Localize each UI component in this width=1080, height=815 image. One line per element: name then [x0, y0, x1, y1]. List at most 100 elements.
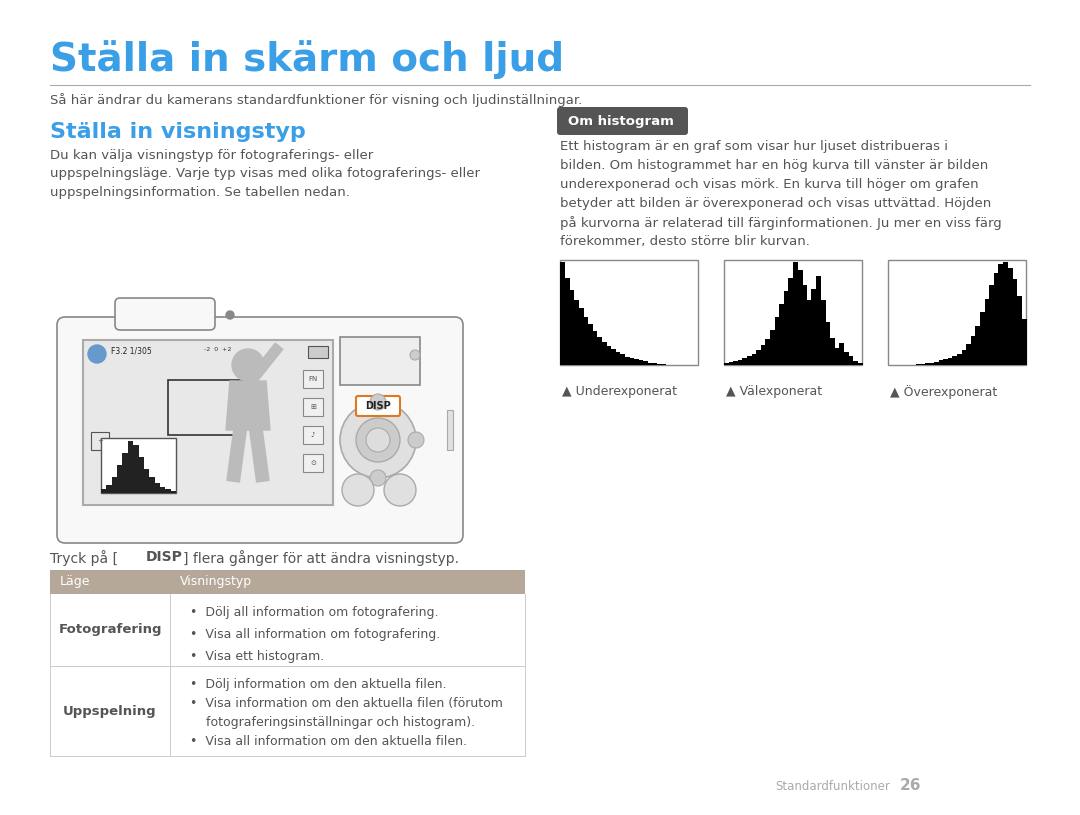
Bar: [967, 345, 971, 365]
Text: •  Visa ett histogram.: • Visa ett histogram.: [190, 650, 324, 663]
Bar: [835, 348, 839, 365]
Bar: [934, 362, 940, 365]
Bar: [920, 363, 926, 365]
Bar: [770, 330, 775, 365]
Bar: [634, 359, 638, 365]
Bar: [579, 308, 583, 365]
Circle shape: [226, 311, 234, 319]
Bar: [994, 274, 999, 365]
Circle shape: [87, 345, 106, 363]
Text: Om histogram: Om histogram: [568, 114, 674, 127]
Bar: [638, 360, 644, 365]
Polygon shape: [226, 381, 270, 430]
Text: ⊙: ⊙: [310, 460, 316, 466]
Text: Ett histogram är en graf som visar hur ljuset distribueras i: Ett histogram är en graf som visar hur l…: [561, 140, 948, 153]
Bar: [303, 398, 323, 416]
Bar: [1022, 319, 1026, 365]
Bar: [760, 346, 766, 365]
Bar: [50, 666, 525, 756]
Bar: [160, 487, 165, 493]
Bar: [620, 354, 625, 365]
Bar: [998, 264, 1003, 365]
Bar: [957, 354, 962, 365]
Bar: [1016, 297, 1022, 365]
Bar: [779, 304, 784, 365]
Bar: [165, 489, 171, 493]
Bar: [953, 356, 958, 365]
Bar: [50, 594, 525, 666]
Bar: [961, 350, 967, 365]
Bar: [853, 361, 858, 365]
Bar: [1008, 267, 1013, 365]
Bar: [888, 260, 1026, 365]
Bar: [171, 491, 176, 493]
Bar: [766, 339, 770, 365]
Text: ▲ Underexponerat: ▲ Underexponerat: [562, 385, 677, 398]
Text: på kurvorna är relaterad till färginformationen. Ju mer en viss färg: på kurvorna är relaterad till färginform…: [561, 216, 1002, 230]
Text: bilden. Om histogrammet har en hög kurva till vänster är bilden: bilden. Om histogrammet har en hög kurva…: [561, 159, 988, 172]
Circle shape: [370, 470, 386, 486]
Text: ♪: ♪: [311, 432, 315, 438]
Bar: [939, 360, 944, 365]
Text: Så här ändrar du kamerans standardfunktioner för visning och ljudinställningar.: Så här ändrar du kamerans standardfunkti…: [50, 93, 582, 107]
Circle shape: [232, 349, 264, 381]
Bar: [916, 363, 920, 365]
Bar: [657, 363, 662, 365]
Bar: [729, 362, 733, 365]
Text: förekommer, desto större blir kurvan.: förekommer, desto större blir kurvan.: [561, 235, 810, 248]
Bar: [643, 361, 648, 365]
Bar: [788, 278, 794, 365]
Bar: [561, 262, 565, 365]
Bar: [144, 469, 149, 493]
Bar: [774, 317, 780, 365]
Text: ] flera gånger för att ändra visningstyp.: ] flera gånger för att ändra visningstyp…: [183, 550, 459, 566]
Bar: [733, 361, 739, 365]
Bar: [843, 352, 849, 365]
Bar: [661, 363, 666, 365]
Bar: [50, 570, 525, 594]
Bar: [616, 351, 620, 365]
Text: FN: FN: [309, 376, 318, 382]
Text: Ställa in visningstyp: Ställa in visningstyp: [50, 122, 306, 142]
Bar: [602, 342, 607, 365]
Bar: [308, 346, 328, 358]
Bar: [839, 343, 845, 365]
Circle shape: [366, 428, 390, 452]
Bar: [624, 356, 630, 365]
Text: •  Visa information om den aktuella filen (förutom: • Visa information om den aktuella filen…: [190, 697, 503, 710]
Bar: [747, 356, 752, 365]
Bar: [138, 457, 144, 493]
Text: DISP: DISP: [365, 401, 391, 411]
Bar: [821, 300, 826, 365]
Text: -2  0  +2: -2 0 +2: [204, 347, 232, 352]
FancyBboxPatch shape: [114, 298, 215, 330]
Circle shape: [340, 402, 416, 478]
Text: ▲ Överexponerat: ▲ Överexponerat: [890, 385, 997, 399]
Bar: [303, 454, 323, 472]
Text: •  Visa all information om den aktuella filen.: • Visa all information om den aktuella f…: [190, 735, 467, 748]
Bar: [980, 312, 985, 365]
Bar: [924, 363, 930, 365]
Bar: [858, 363, 863, 365]
Bar: [1012, 280, 1017, 365]
Bar: [154, 483, 160, 493]
Text: •  Dölj all information om fotografering.: • Dölj all information om fotografering.: [190, 606, 438, 619]
Bar: [117, 465, 122, 493]
Bar: [629, 358, 634, 365]
Circle shape: [408, 432, 424, 448]
Bar: [149, 477, 154, 493]
Bar: [569, 290, 575, 365]
Bar: [561, 260, 698, 365]
Text: Ställa in skärm och ljud: Ställa in skärm och ljud: [50, 40, 564, 79]
Bar: [447, 410, 453, 450]
Bar: [127, 441, 133, 493]
Bar: [106, 485, 111, 493]
Text: +: +: [97, 438, 103, 444]
Bar: [985, 298, 989, 365]
Bar: [111, 477, 117, 493]
Text: fotograferingsinställningar och histogram).: fotograferingsinställningar och histogra…: [190, 716, 475, 729]
Bar: [807, 300, 812, 365]
Bar: [975, 326, 981, 365]
Circle shape: [342, 474, 374, 506]
Bar: [168, 380, 243, 435]
